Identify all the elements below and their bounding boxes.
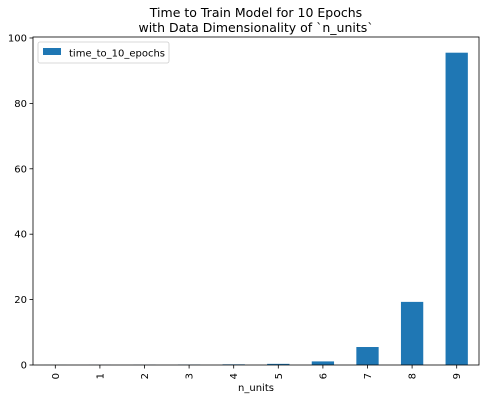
bar-8 bbox=[400, 301, 424, 365]
x-tick-label-5: 5 bbox=[274, 373, 285, 379]
x-tick-label-4: 4 bbox=[229, 373, 240, 379]
bar-9 bbox=[445, 52, 468, 366]
bar-6 bbox=[311, 361, 335, 365]
y-tick-label-0: 0 bbox=[21, 361, 27, 372]
x-tick-label-2: 2 bbox=[140, 373, 151, 379]
y-tick-label-40: 40 bbox=[14, 230, 27, 241]
x-tick-label-9: 9 bbox=[452, 373, 463, 379]
y-tick-label-60: 60 bbox=[14, 164, 27, 175]
y-tick-label-80: 80 bbox=[14, 99, 27, 110]
x-axis-label: n_units bbox=[238, 383, 274, 394]
y-tick-label-20: 20 bbox=[14, 295, 27, 306]
chart-title-line-2: with Data Dimensionality of `n_units` bbox=[138, 20, 373, 35]
x-tick-label-1: 1 bbox=[95, 373, 106, 379]
chart-title-line-1: Time to Train Model for 10 Epochs bbox=[149, 5, 362, 20]
bars-group bbox=[44, 52, 468, 366]
legend-swatch bbox=[43, 48, 61, 55]
legend-box bbox=[37, 41, 170, 64]
bar-7 bbox=[356, 347, 379, 365]
x-tick-label-6: 6 bbox=[318, 373, 329, 379]
x-ticks-group: 0 1 2 3 4 5 6 7 8 9 bbox=[51, 365, 463, 379]
x-tick-label-8: 8 bbox=[408, 373, 419, 379]
x-tick-label-3: 3 bbox=[185, 373, 196, 379]
legend: time_to_10_epochs bbox=[37, 41, 170, 64]
bar-5 bbox=[267, 363, 290, 365]
x-tick-label-0: 0 bbox=[51, 373, 62, 379]
legend-label: time_to_10_epochs bbox=[69, 49, 165, 60]
plot-frame bbox=[32, 36, 480, 366]
x-tick-label-7: 7 bbox=[363, 373, 374, 379]
y-tick-label-100: 100 bbox=[8, 33, 27, 44]
y-ticks-group: 0 20 40 60 80 100 bbox=[8, 33, 33, 372]
